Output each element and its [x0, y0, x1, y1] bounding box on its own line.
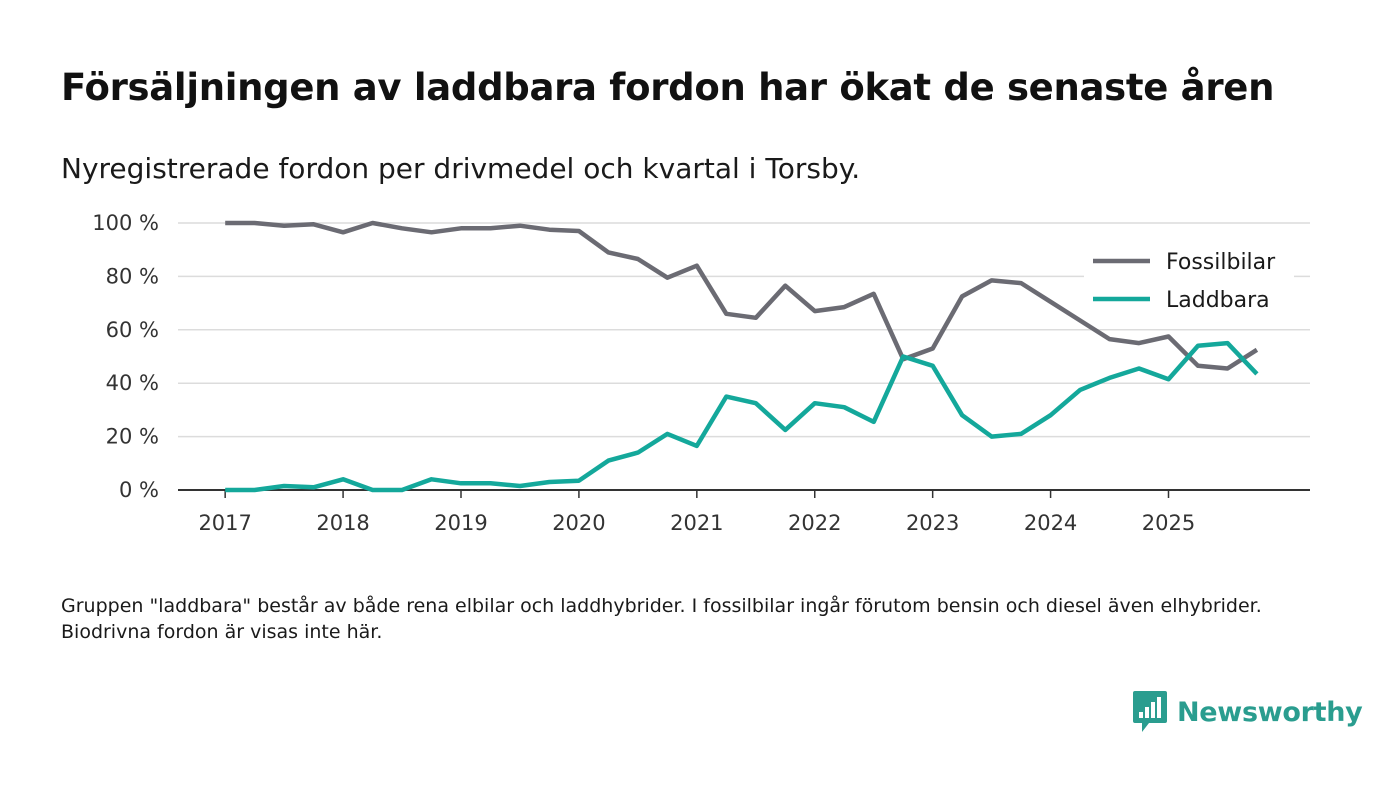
x-tick-label: 2024: [1024, 511, 1077, 535]
y-tick-label: 40 %: [106, 371, 159, 395]
x-tick-label: 2020: [552, 511, 605, 535]
legend-label-fossilbilar: Fossilbilar: [1166, 250, 1276, 275]
legend: Fossilbilar Laddbara: [1084, 240, 1294, 320]
x-tick-label: 2017: [198, 511, 251, 535]
footnote: Gruppen "laddbara" består av både rena e…: [61, 595, 1262, 643]
x-tick-label: 2022: [788, 511, 841, 535]
y-tick-label: 100 %: [92, 211, 159, 235]
series-line-fossilbilar: [225, 220, 1259, 371]
y-axis-labels: 0 % 20 % 40 % 60 % 80 % 100 %: [92, 211, 159, 502]
y-tick-label: 80 %: [106, 264, 159, 288]
brand-name: Newsworthy: [1177, 696, 1363, 728]
legend-label-laddbara: Laddbara: [1166, 288, 1270, 313]
chart-subtitle: Nyregistrerade fordon per drivmedel och …: [61, 152, 861, 185]
x-tick-label: 2019: [434, 511, 487, 535]
x-tick-label: 2025: [1142, 511, 1195, 535]
x-tick-label: 2023: [906, 511, 959, 535]
x-axis: [178, 489, 1310, 498]
y-tick-label: 60 %: [106, 318, 159, 342]
legend-background: [1084, 240, 1294, 320]
x-tick-label: 2018: [316, 511, 369, 535]
y-tick-label: 20 %: [106, 425, 159, 449]
x-tick-label: 2021: [670, 511, 723, 535]
chart-title: Försäljningen av laddbara fordon har öka…: [61, 66, 1275, 109]
newsworthy-logo-icon: [1133, 691, 1167, 732]
brand-logo: Newsworthy: [1133, 691, 1363, 733]
x-axis-labels: 2017 2018 2019 2020 2021 2022 2023 2024 2025: [198, 511, 1195, 535]
series-line-laddbara: [225, 340, 1259, 493]
y-tick-label: 0 %: [119, 478, 159, 502]
series-lines: [225, 220, 1259, 493]
